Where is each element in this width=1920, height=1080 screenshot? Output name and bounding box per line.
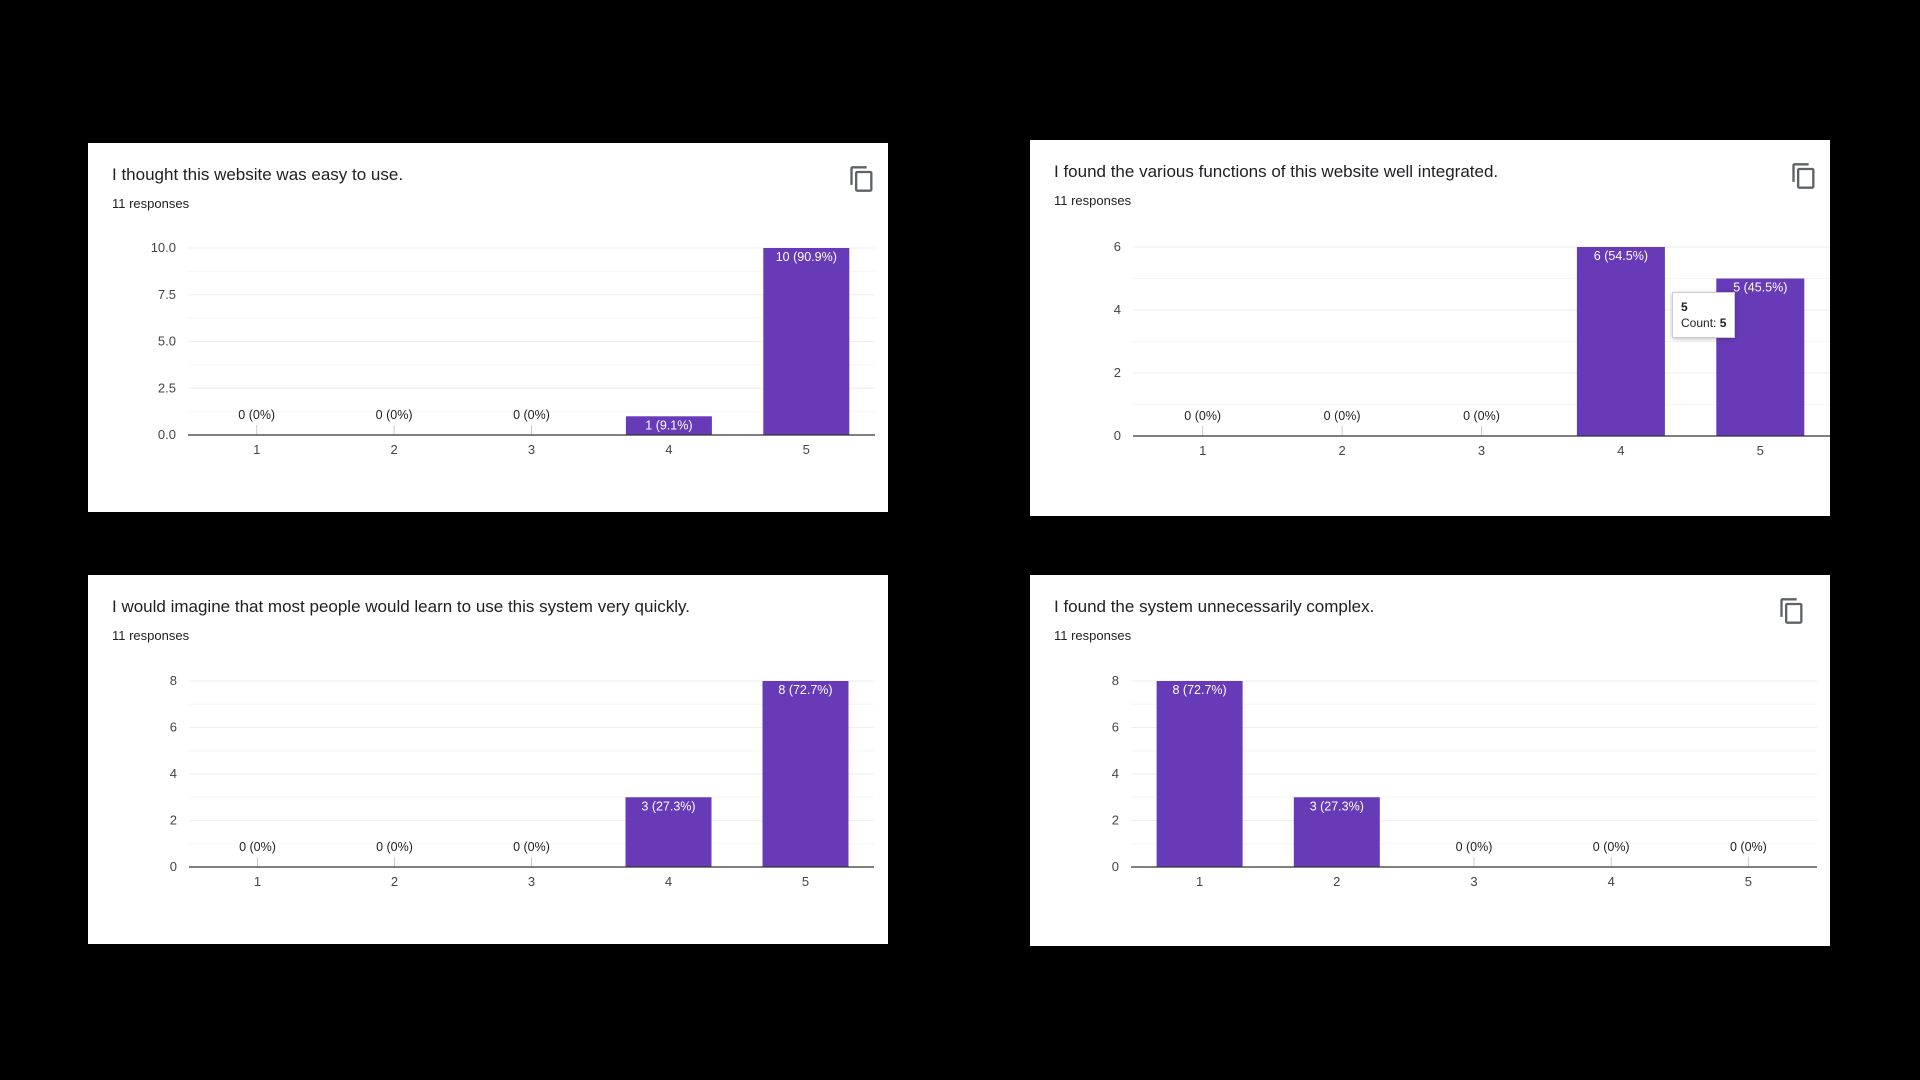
bar-data-label: 8 (72.7%) [778,683,832,697]
x-tick-label: 3 [1478,443,1485,458]
bar-data-label: 0 (0%) [1184,409,1221,423]
bar-data-label: 6 (54.5%) [1594,249,1648,263]
bar-chart: 0.0 2.5 5.0 7.5 10.0 0 (0%) 1 0 (0%) 2 0 (0%) 3 1 (… [151,240,875,457]
y-tick-label: 8 [170,673,177,688]
y-tick-label: 6 [1114,239,1121,254]
response-count: 11 responses [1054,193,1132,208]
x-tick-label: 2 [390,442,397,457]
copy-icon[interactable] [1778,597,1806,625]
y-tick-label: 0 [170,859,177,874]
bar-data-label: 5 (45.5%) [1733,281,1787,295]
x-tick-label: 5 [1745,874,1752,889]
x-tick-label: 5 [802,874,809,889]
chart-card-easy-to-use: I thought this website was easy to use. … [88,143,888,512]
question-title: I found the various functions of this we… [1054,162,1499,181]
bar-data-label: 3 (27.3%) [641,799,695,813]
tooltip-count-value: 5 [1719,316,1727,330]
y-tick-label: 6 [170,720,177,735]
bar-chart: 0 2 4 6 8 0 (0%) 1 0 (0%) 2 0 (0%) 3 3 (27.3%) 4 8 (7… [170,673,874,889]
x-tick-label: 5 [1757,443,1764,458]
x-tick-label: 3 [1470,874,1477,889]
x-tick-label: 1 [1199,443,1206,458]
tooltip-count: Count: 5 [1681,315,1726,331]
y-tick-label: 6 [1112,720,1119,735]
copy-icon[interactable] [848,165,876,193]
y-tick-label: 2 [1114,365,1121,380]
x-tick-label: 2 [1338,443,1345,458]
bar-data-label: 0 (0%) [1463,409,1500,423]
bar-data-label: 0 (0%) [1593,840,1630,854]
bar-data-label: 0 (0%) [1456,840,1493,854]
bar-data-label: 8 (72.7%) [1172,683,1226,697]
y-tick-label: 4 [170,766,177,781]
y-tick-label: 7.5 [158,287,176,302]
bar-data-label: 0 (0%) [1730,840,1767,854]
bar [1576,247,1665,436]
y-tick-label: 8 [1112,673,1119,688]
x-tick-label: 3 [528,874,535,889]
x-tick-label: 2 [391,874,398,889]
y-tick-label: 2 [170,813,177,828]
x-tick-label: 1 [253,442,260,457]
x-tick-label: 1 [254,874,261,889]
bar-chart: 0 2 4 6 0 (0%) 1 0 (0%) 2 0 (0%) 3 6 (54.5%) 4 5 (45… [1114,239,1830,458]
chart-card-unnecessarily-complex: I found the system unnecessarily complex… [1030,575,1830,946]
bar [625,797,712,867]
bar [1293,797,1380,867]
x-tick-label: 5 [803,442,810,457]
bar-data-label: 0 (0%) [239,840,276,854]
bar-data-label: 0 (0%) [513,408,550,422]
y-tick-label: 2.5 [158,380,176,395]
bar [1156,681,1243,867]
y-tick-label: 10.0 [151,240,176,255]
copy-icon[interactable] [1790,162,1818,190]
bar-data-label: 0 (0%) [513,840,550,854]
tooltip-category: 5 [1681,300,1688,314]
x-tick-label: 4 [665,442,672,457]
bar-data-label: 0 (0%) [376,840,413,854]
bar-data-label: 3 (27.3%) [1310,799,1364,813]
response-count: 11 responses [112,196,190,211]
bar [762,681,849,867]
chart-tooltip: 5 Count: 5 [1672,292,1736,338]
tooltip-count-label: Count: [1681,316,1717,330]
y-tick-label: 5.0 [158,334,176,349]
x-tick-label: 4 [665,874,672,889]
bar-chart: 0 2 4 6 8 8 (72.7%) 1 3 (27.3%) 2 0 (0%) 3 0 (0%) 4 0… [1112,673,1817,889]
y-tick-label: 0.0 [158,427,176,442]
question-title: I would imagine that most people would l… [112,597,690,616]
bar-data-label: 0 (0%) [376,408,413,422]
bar-data-label: 0 (0%) [1324,409,1361,423]
y-tick-label: 4 [1112,766,1119,781]
x-tick-label: 1 [1196,874,1203,889]
question-title: I thought this website was easy to use. [112,165,404,184]
bar-data-label: 0 (0%) [238,408,275,422]
x-tick-label: 4 [1617,443,1624,458]
y-tick-label: 0 [1112,859,1119,874]
response-count: 11 responses [1054,628,1132,643]
x-tick-label: 2 [1333,874,1340,889]
chart-card-learn-quickly: I would imagine that most people would l… [88,575,888,944]
x-tick-label: 3 [528,442,535,457]
bar [763,248,850,435]
question-title: I found the system unnecessarily complex… [1054,597,1375,616]
y-tick-label: 4 [1114,302,1121,317]
chart-card-well-integrated: I found the various functions of this we… [1030,140,1830,516]
bar-data-label: 1 (9.1%) [645,418,692,432]
y-tick-label: 2 [1112,813,1119,828]
bar [625,416,712,435]
x-tick-label: 4 [1608,874,1615,889]
y-tick-label: 0 [1114,428,1121,443]
response-count: 11 responses [112,628,190,643]
bar-data-label: 10 (90.9%) [776,250,837,264]
